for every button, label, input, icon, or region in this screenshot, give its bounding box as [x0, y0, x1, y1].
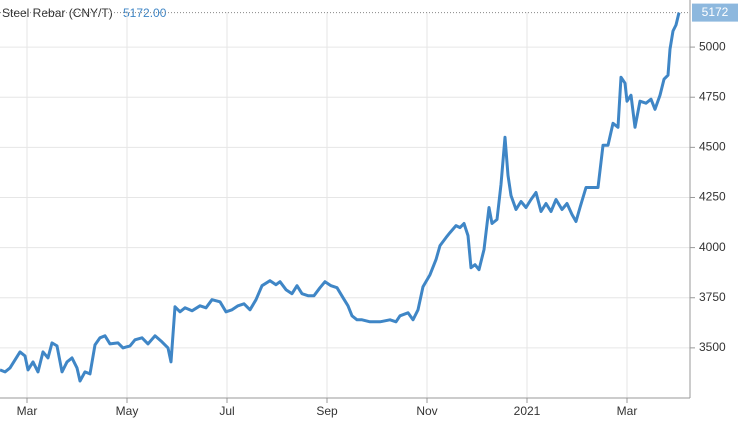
- x-tick-label: Sep: [316, 404, 338, 418]
- chart-title: Steel Rebar (CNY/T): [2, 6, 113, 20]
- price-label: 5172.00: [123, 6, 167, 20]
- price-line: [0, 12, 681, 383]
- x-tick-label: Mar: [617, 404, 638, 418]
- y-tick-label: 3500: [699, 340, 726, 354]
- x-tick-label: May: [116, 404, 139, 418]
- x-tick-label: Jul: [219, 404, 234, 418]
- y-tick-label: 5000: [699, 39, 726, 53]
- last-value-badge: [692, 3, 738, 22]
- y-tick-label: 4500: [699, 140, 726, 154]
- y-tick-label: 4750: [699, 89, 726, 103]
- x-tick-label: Mar: [17, 404, 38, 418]
- x-tick-label: Nov: [416, 404, 437, 418]
- y-tick-label: 3750: [699, 290, 726, 304]
- last-value-label: 5172: [702, 5, 729, 19]
- x-tick-label: 2021: [514, 404, 541, 418]
- y-tick-label: 4000: [699, 240, 726, 254]
- y-tick-label: 4250: [699, 190, 726, 204]
